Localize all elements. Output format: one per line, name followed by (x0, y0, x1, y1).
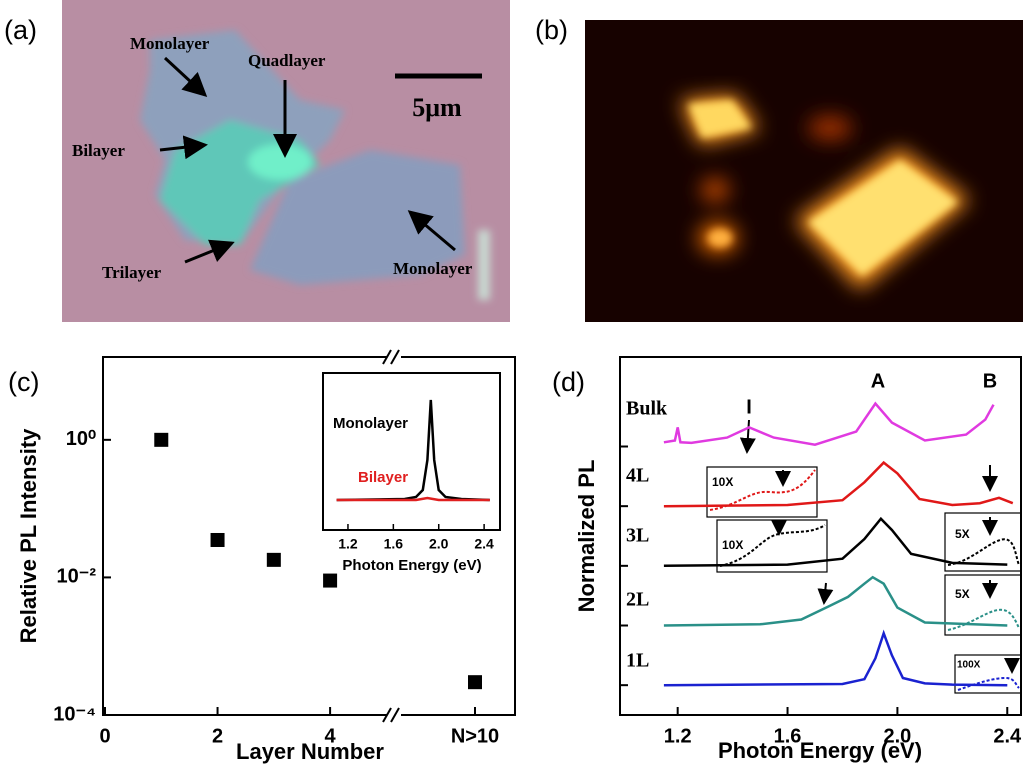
x-tick-label: 2.0 (883, 725, 911, 747)
axis-break (382, 348, 401, 724)
point (210, 532, 225, 547)
x-tick-label: 4 (325, 725, 337, 747)
magnification-label: 5X (955, 587, 970, 601)
magnification-label: 100X (957, 660, 981, 671)
scale-bar-label: 5μm (412, 93, 462, 122)
series-label: 3L (626, 525, 649, 547)
x-tick-label: N>10 (451, 725, 499, 747)
x-tick-label: 1.6 (774, 725, 802, 747)
peak-label: A (871, 370, 885, 392)
layer-label: Bilayer (72, 141, 125, 160)
x-tick-label: 2.4 (474, 536, 494, 552)
line (663, 516, 1008, 568)
magnification-label: 5X (955, 527, 970, 541)
series-label: 4L (626, 465, 649, 487)
x-tick-label: 2.0 (429, 536, 449, 552)
panel-label: (b) (535, 15, 568, 45)
line (663, 401, 995, 446)
peak-label: B (983, 370, 997, 392)
layer-label: Quadlayer (248, 51, 326, 70)
series-label: Bulk (626, 398, 668, 420)
panel-label: (d) (552, 367, 585, 397)
legend-label: Monolayer (333, 415, 408, 432)
y-axis-title: Relative PL Intensity (16, 428, 41, 644)
x-tick-label: 1.2 (338, 536, 358, 552)
magnification-label: 10X (712, 475, 733, 489)
layer-label: Monolayer (393, 259, 473, 278)
x-axis-title: Layer Number (236, 739, 384, 764)
x-axis-title: Photon Energy (eV) (718, 738, 922, 763)
point (323, 573, 338, 588)
inset-frame (322, 372, 501, 531)
point (154, 432, 169, 447)
panel-label: (a) (4, 15, 37, 45)
legend-label: Bilayer (358, 469, 408, 486)
series-label: 2L (626, 589, 649, 611)
x-axis-title: Photon Energy (eV) (342, 557, 481, 574)
layer-label: Monolayer (130, 34, 210, 53)
x-tick-label: 2 (212, 725, 223, 747)
point (468, 675, 482, 690)
x-tick-label: 1.6 (384, 536, 404, 552)
y-tick-label: 10⁻⁴ (53, 703, 96, 725)
y-tick-label: 10⁰ (66, 428, 96, 450)
magnified-trace (709, 469, 1020, 691)
pl-image (585, 20, 1023, 322)
peak-arrow (739, 419, 1020, 674)
x-tick-label: 1.2 (664, 725, 692, 747)
layer-label: Trilayer (102, 263, 162, 282)
series-label: 1L (626, 650, 649, 672)
line (663, 629, 1008, 687)
plot-frame (102, 356, 516, 716)
point (266, 552, 281, 567)
y-tick-label: 10⁻² (57, 566, 97, 588)
line (663, 460, 1014, 508)
magnification-label: 10X (722, 538, 743, 552)
line (336, 496, 490, 502)
peak-label: I (746, 396, 752, 418)
optical-image: 5μm Monolayer Quadlayer Bilayer Trilayer… (62, 0, 510, 322)
y-axis-title: Normalized PL (574, 460, 599, 613)
line (336, 399, 490, 502)
x-tick-label: 2.4 (993, 725, 1022, 747)
line (663, 575, 1008, 627)
x-tick-label: 0 (99, 725, 110, 747)
panel-label: (c) (8, 367, 39, 397)
